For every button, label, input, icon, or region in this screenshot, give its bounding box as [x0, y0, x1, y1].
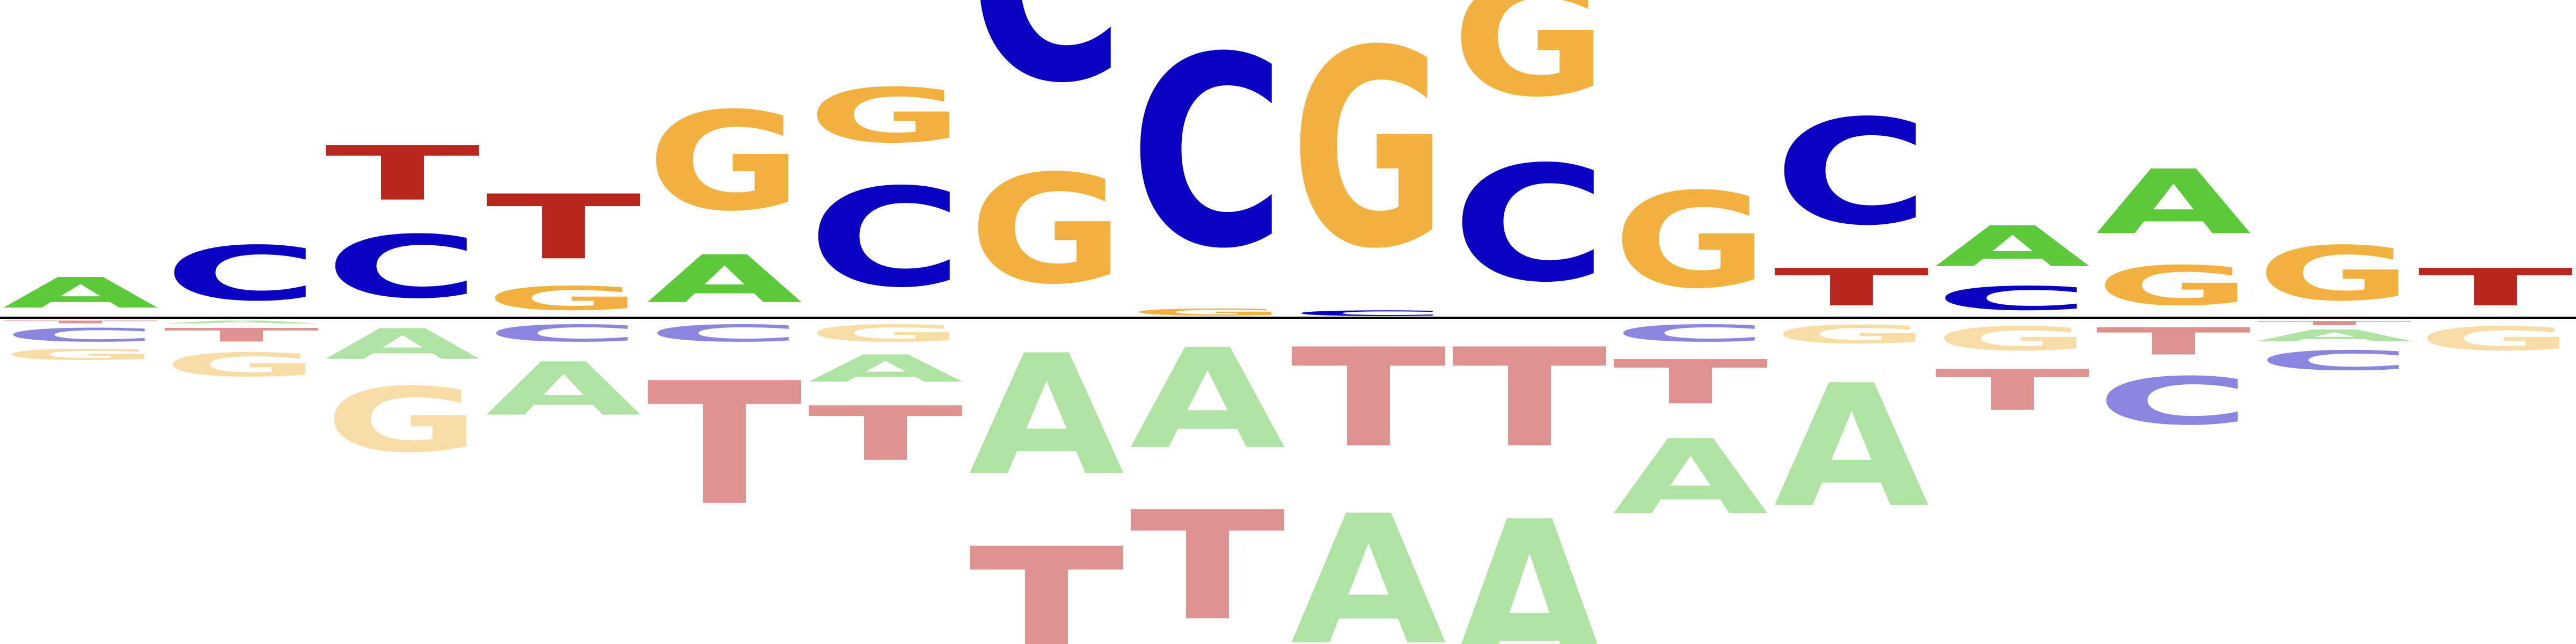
logo-letter-a: A — [486, 347, 643, 432]
logo-letter-a: A — [325, 320, 482, 369]
logo-letter-t: T — [1452, 320, 1608, 478]
logo-letter-t: T — [1130, 479, 1286, 644]
logo-letter-g: G — [808, 320, 963, 347]
logo-letter-g: G — [1613, 165, 1768, 317]
logo-letter-g: G — [1130, 307, 1285, 318]
logo-letter-g: G — [1935, 320, 2090, 358]
logo-letter-c: C — [2096, 363, 2251, 440]
logo-letter-g: G — [2096, 254, 2251, 317]
logo-letter-t: T — [1613, 347, 1769, 418]
logo-letter-a: A — [1452, 478, 1609, 644]
logo-letter-g: G — [1774, 320, 1929, 349]
logo-letter-t: T — [647, 347, 803, 543]
logo-letter-g: G — [647, 84, 802, 241]
logo-letter-g: G — [1291, 0, 1446, 308]
logo-letter-a: A — [2096, 151, 2253, 254]
logo-letter-t: T — [3, 320, 159, 324]
logo-letter-c: C — [2257, 345, 2412, 377]
logo-letter-c: C — [1452, 133, 1607, 317]
logo-letter-a: A — [1291, 478, 1448, 644]
logo-letter-c: C — [325, 217, 480, 318]
logo-letter-a: A — [1774, 349, 1931, 545]
logo-letter-c: C — [808, 159, 963, 317]
logo-letter-g: G — [164, 346, 319, 384]
logo-letter-t: T — [1774, 258, 1930, 318]
logo-letter-a: A — [3, 268, 160, 317]
logo-letter-c: C — [1935, 280, 2090, 318]
logo-letter-t: T — [808, 390, 964, 478]
logo-letter-t: T — [1291, 320, 1447, 478]
logo-letter-c: C — [3, 324, 158, 346]
logo-letter-t: T — [1935, 358, 2091, 423]
logo-letter-t: T — [325, 130, 481, 217]
logo-letter-g: G — [808, 72, 963, 159]
logo-letter-a: A — [1935, 214, 2092, 280]
logo-letter-a: A — [808, 347, 965, 391]
logo-letter-a: A — [1613, 418, 1770, 538]
logo-letter-c: C — [164, 230, 319, 317]
logo-letter-g: G — [2418, 320, 2573, 358]
logo-letter-c: C — [1291, 309, 1446, 318]
logo-letter-g: G — [325, 369, 480, 472]
logo-letter-t: T — [486, 176, 642, 279]
logo-letter-a: A — [2257, 326, 2414, 345]
logo-letter-a: A — [647, 241, 804, 317]
logo-letter-a: A — [1130, 319, 1287, 479]
logo-letter-g: G — [486, 280, 641, 318]
logo-letter-g: G — [2257, 231, 2412, 318]
logo-letter-c: C — [1130, 1, 1285, 306]
logo-letter-t: T — [2418, 258, 2574, 318]
logo-letter-t: T — [2096, 320, 2252, 363]
logo-letter-c: C — [969, 0, 1124, 142]
logo-letter-t: T — [2257, 320, 2413, 326]
logo-letter-t: T — [969, 513, 1125, 644]
logo-letter-a: A — [164, 320, 321, 324]
logo-letter-c: C — [647, 320, 802, 347]
logo-letter-t: T — [164, 324, 320, 346]
logo-letter-g: G — [969, 144, 1124, 318]
logo-glyphs: ATCGCATGCTAGGTCAAGCTCGGATGCATGCATCGTACGT… — [3, 0, 2574, 644]
logo-letter-c: C — [1774, 89, 1929, 257]
logo-letter-g: G — [3, 346, 158, 363]
logo-letter-g: G — [1452, 0, 1607, 132]
logo-letter-a: A — [969, 319, 1126, 513]
logo-letter-c: C — [1613, 320, 1768, 347]
logo-letter-c: C — [486, 320, 641, 347]
